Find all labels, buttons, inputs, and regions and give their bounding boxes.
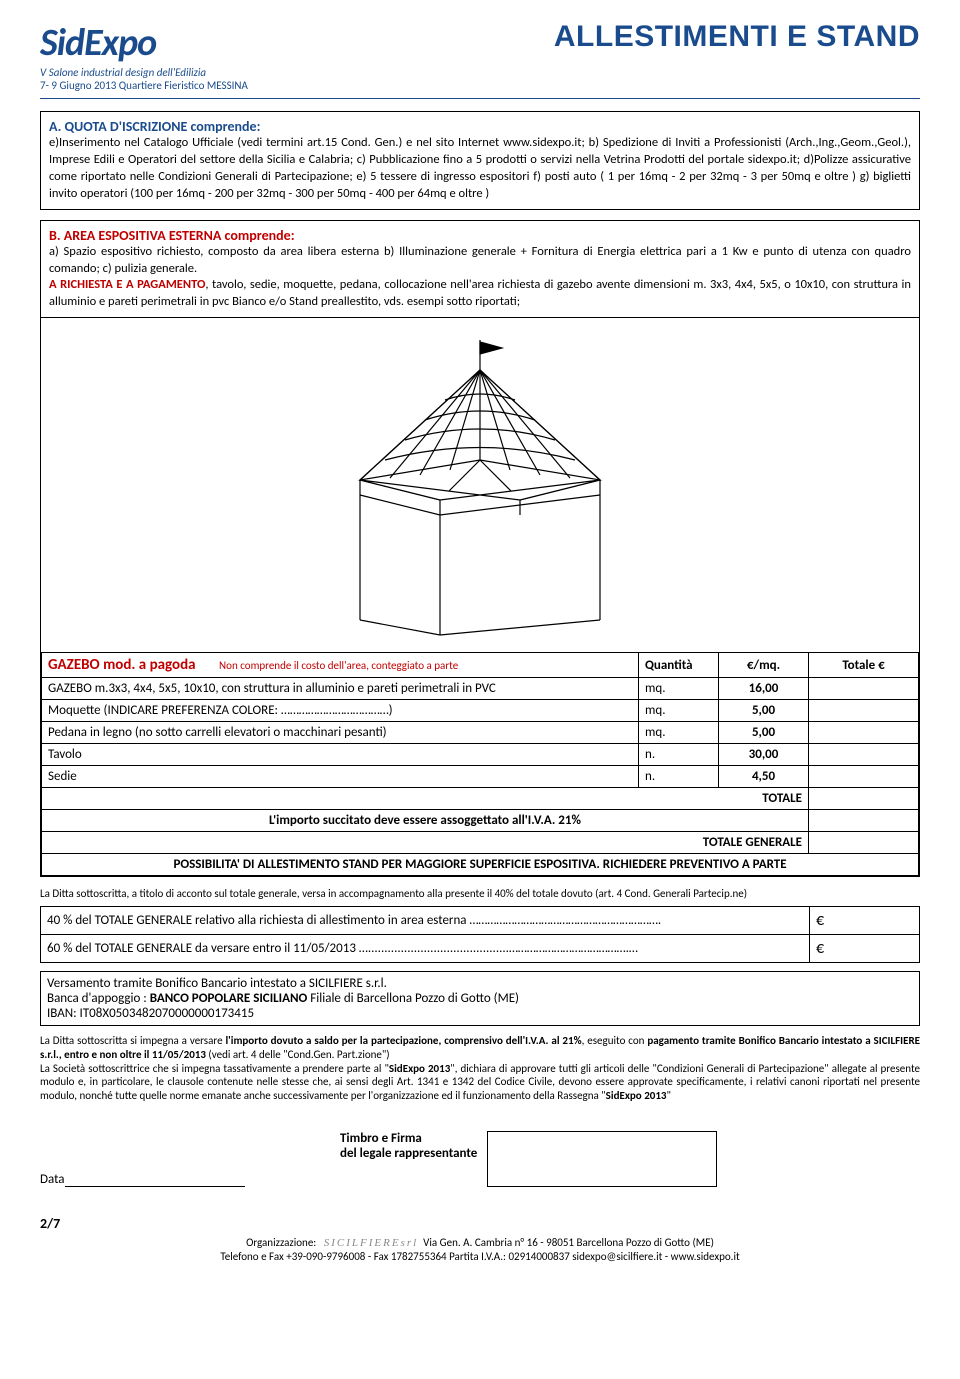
price-table-title-cell: GAZEBO mod. a pagoda Non comprende il co… xyxy=(42,653,639,678)
row-total[interactable] xyxy=(809,700,919,722)
bank-line-2: Banca d'appoggio : BANCO POPOLARE SICILI… xyxy=(47,991,913,1006)
signature-date-line[interactable] xyxy=(65,1173,245,1187)
table-row: Tavolo n. 30,00 xyxy=(42,744,919,766)
payment-40-label: 40 % del TOTALE GENERALE relativo alla r… xyxy=(41,907,810,935)
section-b-body2: A RICHIESTA E A PAGAMENTO, tavolo, sedie… xyxy=(49,277,911,311)
row-price: 5,00 xyxy=(719,700,809,722)
footer-org-label: Organizzazione: xyxy=(246,1236,316,1249)
row-total[interactable] xyxy=(809,766,919,788)
row-unit[interactable]: mq. xyxy=(639,700,719,722)
stamp-label-1: Timbro e Firma xyxy=(340,1131,477,1146)
table-row: GAZEBO m.3x3, 4x4, 5x5, 10x10, con strut… xyxy=(42,678,919,700)
bank-box: Versamento tramite Bonifico Bancario int… xyxy=(40,971,920,1026)
table-row: Sedie n. 4,50 xyxy=(42,766,919,788)
logo-block: SidExpo V Salone industrial design dell'… xyxy=(40,20,554,92)
price-table-header-row: GAZEBO mod. a pagoda Non comprende il co… xyxy=(42,653,919,678)
row-total[interactable] xyxy=(809,744,919,766)
row-price: 16,00 xyxy=(719,678,809,700)
iva-value[interactable] xyxy=(809,810,919,832)
table-row: Pedana in legno (no sotto carrelli eleva… xyxy=(42,722,919,744)
table-footer-note: POSSIBILITA' DI ALLESTIMENTO STAND PER M… xyxy=(42,854,919,876)
payment-60-text: 60 % del TOTALE GENERALE da versare entr… xyxy=(47,941,638,956)
price-table: GAZEBO mod. a pagoda Non comprende il co… xyxy=(41,652,919,876)
signature-row: Data Timbro e Firma del legale rappresen… xyxy=(40,1131,920,1187)
logo-subtitle-2: 7- 9 Giugno 2013 Quartiere Fieristico ME… xyxy=(40,79,554,92)
row-price: 4,50 xyxy=(719,766,809,788)
section-b-text: B. AREA ESPOSITIVA ESTERNA comprende: a)… xyxy=(41,221,919,319)
totale-label: TOTALE xyxy=(42,788,809,810)
footer-org-logo: SICILFIEREsrl xyxy=(324,1237,418,1249)
row-desc: GAZEBO m.3x3, 4x4, 5x5, 10x10, con strut… xyxy=(42,678,639,700)
bank-line-1: Versamento tramite Bonifico Bancario int… xyxy=(47,976,913,991)
bank-line2-bold: BANCO POPOLARE SICILIANO xyxy=(150,991,308,1006)
note-after-table: La Ditta sottoscritta, a titolo di accon… xyxy=(40,887,920,900)
signature-date-block: Data xyxy=(40,1172,300,1187)
row-unit[interactable]: n. xyxy=(639,744,719,766)
section-b-outer: B. AREA ESPOSITIVA ESTERNA comprende: a)… xyxy=(40,220,920,878)
payment-table: 40 % del TOTALE GENERALE relativo alla r… xyxy=(40,906,920,963)
page-title: ALLESTIMENTI E STAND xyxy=(554,20,920,54)
table-row: Moquette (INDICARE PREFERENZA COLORE: ……… xyxy=(42,700,919,722)
totale-value[interactable] xyxy=(809,788,919,810)
totale-generale-label: TOTALE GENERALE xyxy=(42,832,809,854)
row-desc: Tavolo xyxy=(42,744,639,766)
section-b-red-prefix: A RICHIESTA E A PAGAMENTO xyxy=(49,277,205,292)
row-unit[interactable]: mq. xyxy=(639,678,719,700)
gazebo-illustration xyxy=(41,318,919,652)
row-desc: Pedana in legno (no sotto carrelli eleva… xyxy=(42,722,639,744)
row-unit[interactable]: mq. xyxy=(639,722,719,744)
footer-line-2: Telefono e Fax +39-090-9796008 - Fax 178… xyxy=(40,1250,920,1264)
table-footer-note-row: POSSIBILITA' DI ALLESTIMENTO STAND PER M… xyxy=(42,854,919,876)
section-a-title: A. QUOTA D'ISCRIZIONE comprende: xyxy=(49,118,911,135)
legal-text: La Ditta sottoscritta si impegna a versa… xyxy=(40,1034,920,1103)
col-price-header: €/mq. xyxy=(719,653,809,678)
totale-row: TOTALE xyxy=(42,788,919,810)
row-price: 30,00 xyxy=(719,744,809,766)
row-price: 5,00 xyxy=(719,722,809,744)
page-header: SidExpo V Salone industrial design dell'… xyxy=(40,20,920,99)
section-a-box: A. QUOTA D'ISCRIZIONE comprende: e)Inser… xyxy=(40,111,920,210)
row-desc: Sedie xyxy=(42,766,639,788)
gazebo-svg-icon xyxy=(310,330,650,640)
bank-line-3: IBAN: IT08X0503482070000000173415 xyxy=(47,1006,913,1021)
row-unit[interactable]: n. xyxy=(639,766,719,788)
section-b-body1: a) Spazio espositivo richiesto, composto… xyxy=(49,244,911,278)
payment-60-euro[interactable]: € xyxy=(810,935,920,963)
price-table-title: GAZEBO mod. a pagoda xyxy=(48,656,196,674)
payment-row-40: 40 % del TOTALE GENERALE relativo alla r… xyxy=(41,907,920,935)
signature-stamp-block: Timbro e Firma del legale rappresentante xyxy=(340,1131,920,1187)
stamp-box[interactable] xyxy=(487,1131,717,1187)
section-b-title: B. AREA ESPOSITIVA ESTERNA comprende: xyxy=(49,227,911,244)
section-a-body: e)Inserimento nel Catalogo Ufficiale (ve… xyxy=(49,135,911,203)
totale-generale-value[interactable] xyxy=(809,832,919,854)
row-desc: Moquette (INDICARE PREFERENZA COLORE: ……… xyxy=(42,700,639,722)
payment-60-label: 60 % del TOTALE GENERALE da versare entr… xyxy=(41,935,810,963)
col-quantity-header: Quantità xyxy=(639,653,719,678)
payment-40-euro[interactable]: € xyxy=(810,907,920,935)
row-total[interactable] xyxy=(809,678,919,700)
signature-stamp-labels: Timbro e Firma del legale rappresentante xyxy=(340,1131,477,1161)
payment-40-text: 40 % del TOTALE GENERALE relativo alla r… xyxy=(47,913,661,928)
price-table-subtitle: Non comprende il costo dell'area, conteg… xyxy=(219,659,458,672)
footer-address: Via Gen. A. Cambria n° 16 - 98051 Barcel… xyxy=(423,1236,714,1249)
stamp-label-2: del legale rappresentante xyxy=(340,1146,477,1161)
bank-line2-rest: Filiale di Barcellona Pozzo di Gotto (ME… xyxy=(307,991,519,1006)
logo-main: SidExpo xyxy=(40,20,554,66)
footer-line-1: Organizzazione: SICILFIEREsrl Via Gen. A… xyxy=(40,1236,920,1250)
logo-subtitle-1: V Salone industrial design dell'Edilizia xyxy=(40,66,554,79)
col-total-header: Totale € xyxy=(809,653,919,678)
row-total[interactable] xyxy=(809,722,919,744)
page-number: 2/7 xyxy=(40,1215,920,1232)
bank-line2-prefix: Banca d'appoggio : xyxy=(47,991,150,1006)
iva-row: L'importo succitato deve essere assogget… xyxy=(42,810,919,832)
iva-label: L'importo succitato deve essere assogget… xyxy=(42,810,809,832)
payment-row-60: 60 % del TOTALE GENERALE da versare entr… xyxy=(41,935,920,963)
footer: Organizzazione: SICILFIEREsrl Via Gen. A… xyxy=(40,1236,920,1265)
signature-date-label: Data xyxy=(40,1172,65,1187)
totale-generale-row: TOTALE GENERALE xyxy=(42,832,919,854)
